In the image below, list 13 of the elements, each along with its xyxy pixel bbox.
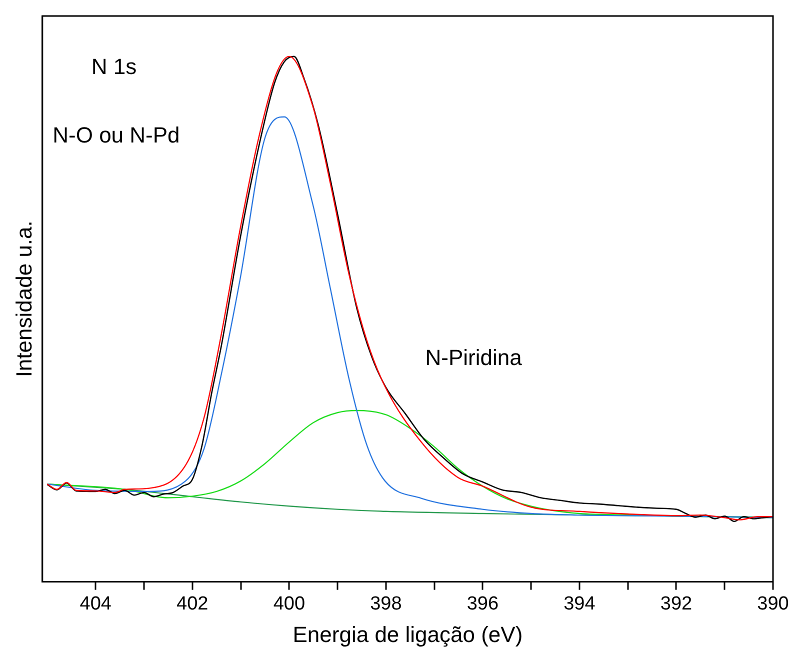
x-tick-label: 402 bbox=[176, 593, 208, 614]
x-tick-label: 398 bbox=[370, 593, 402, 614]
annotation: N 1s bbox=[91, 54, 137, 80]
x-tick-label: 400 bbox=[273, 593, 306, 614]
x-tick-label: 394 bbox=[564, 593, 596, 614]
annotation: N-O ou N-Pd bbox=[52, 122, 180, 148]
x-tick-label: 396 bbox=[466, 593, 499, 614]
y-axis-title: Intensidade u.a. bbox=[11, 220, 36, 378]
x-tick-label: 392 bbox=[660, 593, 692, 614]
x-tick-label: 404 bbox=[80, 593, 112, 614]
x-tick-label: 390 bbox=[757, 593, 789, 614]
annotation: N-Piridina bbox=[425, 344, 523, 370]
x-axis-title: Energia de ligação (eV) bbox=[292, 622, 523, 647]
